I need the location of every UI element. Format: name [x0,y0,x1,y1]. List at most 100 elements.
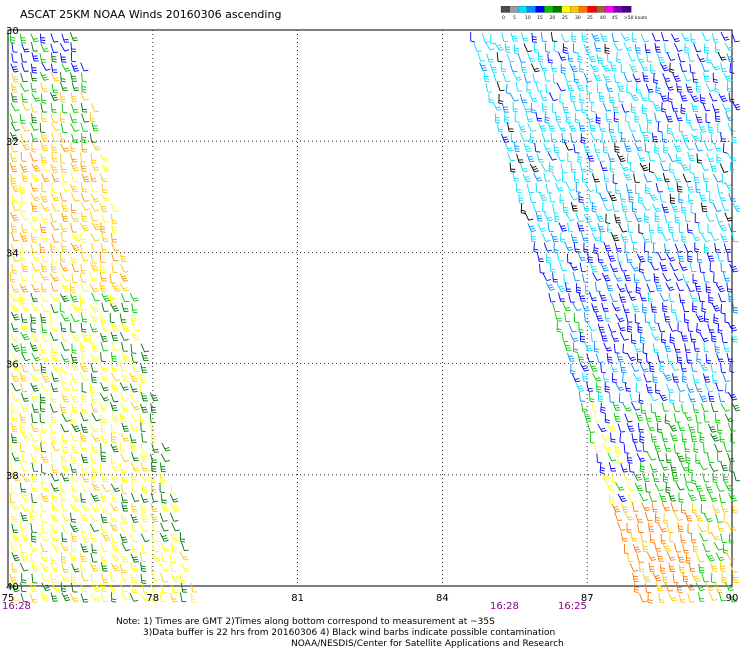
wind-barb [675,312,682,322]
wind-barb [39,402,46,413]
wind-barb [120,263,129,273]
wind-barb [99,253,106,264]
wind-barb [90,393,98,403]
wind-barb [579,163,587,173]
wind-barb [542,272,552,282]
wind-barb [635,82,641,94]
wind-barb [673,512,683,521]
wind-barb [578,292,586,302]
lon-label: 87 [581,593,594,604]
wind-barb [672,402,681,413]
wind-barb [131,522,137,533]
wind-barb [675,481,685,491]
wind-barb [590,332,597,343]
wind-barb [552,272,558,283]
wind-barb [101,243,108,254]
wind-barb [110,492,118,502]
wind-barb [593,143,601,153]
wind-barb [651,32,660,42]
wind-barb [498,93,504,105]
wind-barb [634,313,640,324]
wind-barb [634,43,641,54]
wind-barb [179,551,189,561]
wind-barb [610,363,619,373]
wind-barb [539,263,545,274]
wind-barb [718,222,728,232]
wind-barb [538,191,548,201]
wind-barb [31,493,37,504]
wind-barb [677,422,686,432]
wind-barb [11,343,21,352]
wind-barb [712,503,721,513]
wind-barb [706,252,715,262]
wind-barb [727,123,736,133]
wind-barb [673,272,683,282]
wind-barb [666,523,674,534]
wind-barb [71,453,77,464]
wind-barb [680,162,690,171]
wind-barb [638,593,648,603]
wind-barb [89,112,96,123]
wind-barb [69,153,78,163]
wind-barb [703,443,709,454]
wind-barb [60,72,66,83]
wind-barb [646,123,652,134]
wind-barb [662,543,672,552]
wind-barb [31,52,39,62]
wind-barb [40,232,49,242]
wind-barb [81,173,90,183]
wind-barb [81,473,90,483]
wind-barb [649,162,654,174]
wind-barb [160,542,170,552]
wind-barb [686,183,695,193]
wind-barb [593,72,602,82]
wind-barb [71,493,81,503]
wind-barb [688,122,698,131]
wind-barb [662,73,671,82]
wind-barb [20,252,26,263]
wind-barb [670,362,680,372]
wind-barb [597,253,604,264]
wind-barb [720,132,727,143]
wind-barb [30,423,39,433]
wind-barb [40,253,49,263]
wind-barb [642,573,651,583]
wind-barb [569,63,578,73]
wind-barb [130,422,139,432]
wind-barb [718,493,726,503]
wind-barb [641,131,650,142]
wind-barb [702,102,711,112]
wind-barb [100,373,109,382]
wind-barb [61,413,71,422]
wind-barb [575,182,581,193]
wind-barb [682,273,690,283]
wind-barb [704,383,714,393]
wind-barb [99,172,108,183]
wind-barb [709,162,718,172]
wind-barb [635,283,641,295]
wind-barb [721,573,727,584]
wind-barb [635,412,644,422]
wind-barb [588,222,597,232]
wind-barb [531,32,538,43]
wind-barb [667,91,673,103]
wind-barb [563,341,572,352]
wind-barb [650,432,658,443]
wind-barb [50,72,60,82]
wind-barb [41,373,50,383]
wind-barb [529,132,535,144]
lon-label: 78 [146,593,159,604]
wind-barb [660,563,666,575]
swath-time-label: 16:28 [2,601,31,612]
wind-barb [665,453,672,464]
wind-barb [691,133,701,143]
swath-time-label: 16:28 [490,601,519,612]
wind-barb [31,113,37,124]
wind-barb [60,342,70,351]
wind-barb [100,562,108,572]
wind-barb [647,522,655,533]
wind-barb [615,382,625,391]
wind-barb [20,52,28,63]
wind-barb [626,83,632,94]
wind-barb [70,92,77,103]
